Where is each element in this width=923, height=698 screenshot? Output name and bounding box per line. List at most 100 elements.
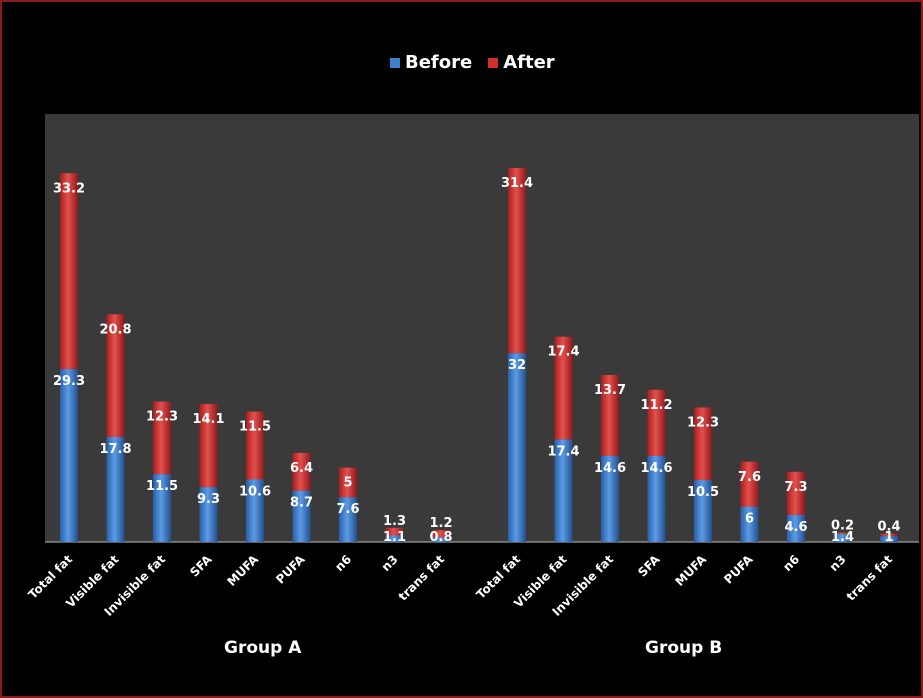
tick-label-a-total-fat: Total fat: [26, 552, 76, 602]
tick-label-b-n6: n6: [780, 552, 802, 574]
legend-swatch-after: [488, 57, 499, 68]
value-label-after-b-total-fat: 31.4: [501, 176, 533, 191]
value-label-before-b-pufa: 6: [745, 512, 754, 527]
value-label-before-b-sfa: 14.6: [640, 461, 672, 476]
bar-before-b-n6: [787, 514, 805, 542]
tick-label-a-sfa: SFA: [187, 552, 215, 580]
value-label-before-b-mufa: 10.5: [687, 485, 719, 500]
bar-after-b-total-fat: [508, 167, 526, 354]
value-label-before-a-total-fat: 29.3: [53, 374, 85, 389]
value-label-before-b-n3: 1.4: [831, 530, 854, 545]
value-label-after-b-mufa: 12.3: [687, 415, 719, 430]
bar-before-a-total-fat: [60, 369, 78, 542]
value-label-after-a-total-fat: 33.2: [53, 181, 85, 196]
tick-label-a-pufa: PUFA: [273, 552, 308, 587]
bar-before-a-n3: [385, 535, 404, 542]
value-label-after-a-n3: 1.3: [383, 514, 406, 529]
value-label-before-b-total-fat: 32: [508, 358, 526, 373]
value-label-after-a-pufa: 6.4: [290, 461, 313, 476]
bar-after-a-sfa: [199, 403, 218, 488]
bar-before-b-visible-fat: [554, 439, 573, 542]
tick-label-b-trans-fat: trans fat: [844, 552, 896, 604]
labels-layer: 29.3 33.2 17.8 20.8 11.5 12.3 9.3 14.1 10.6 11.5 8…: [53, 176, 901, 545]
bar-after-a-pufa: [292, 452, 311, 491]
value-label-after-b-trans-fat: 0.4: [877, 520, 900, 535]
tick-label-b-n3: n3: [827, 552, 849, 574]
bar-after-a-mufa: [246, 411, 264, 480]
bar-after-a-invisible-fat: [153, 401, 171, 475]
tick-label-a-trans-fat: trans fat: [396, 552, 448, 604]
bar-before-b-trans-fat: [880, 536, 898, 542]
group-label-b: Group B: [645, 638, 723, 658]
bars-layer: [60, 167, 898, 542]
value-label-after-a-trans-fat: 1.2: [429, 516, 452, 531]
legend-label-before: Before: [405, 52, 473, 73]
tick-label-a-n3: n3: [379, 552, 401, 574]
bar-after-b-sfa: [647, 389, 666, 456]
bar-after-b-n3: [833, 532, 852, 534]
value-label-before-a-mufa: 10.6: [239, 484, 271, 499]
bar-after-b-trans-fat: [880, 533, 898, 537]
bar-before-b-mufa: [694, 480, 712, 542]
bar-after-b-pufa: [740, 461, 759, 507]
bar-after-a-trans-fat: [432, 530, 450, 538]
bar-after-a-total-fat: [60, 173, 78, 370]
bar-after-b-n6: [787, 471, 805, 515]
tick-label-b-sfa: SFA: [635, 552, 663, 580]
value-label-before-a-sfa: 9.3: [197, 492, 220, 507]
bar-before-a-n6: [339, 497, 357, 542]
bar-before-a-trans-fat: [432, 537, 450, 542]
value-label-after-b-pufa: 7.6: [738, 470, 761, 485]
tick-label-b-total-fat: Total fat: [474, 552, 524, 602]
value-label-after-b-n6: 7.3: [784, 480, 807, 495]
value-label-before-a-n3: 1.1: [383, 530, 406, 545]
value-label-after-b-sfa: 11.2: [640, 398, 672, 413]
value-label-after-a-invisible-fat: 12.3: [146, 410, 178, 425]
bar-after-a-visible-fat: [106, 314, 125, 437]
value-label-before-a-trans-fat: 0.8: [429, 530, 452, 545]
value-label-before-a-pufa: 8.7: [290, 496, 313, 511]
group-label-a: Group A: [224, 638, 302, 658]
legend-item-before: Before: [390, 52, 472, 73]
bar-before-a-pufa: [292, 490, 311, 542]
bar-after-a-n6: [339, 467, 357, 498]
value-label-after-b-n3: 0.2: [831, 519, 854, 534]
value-label-after-a-visible-fat: 20.8: [99, 322, 131, 337]
value-label-before-b-invisible-fat: 14.6: [594, 461, 626, 476]
bar-before-b-pufa: [740, 506, 759, 542]
legend-swatch-before: [390, 57, 400, 68]
bar-before-a-sfa: [199, 487, 218, 542]
bar-after-a-n3: [385, 527, 404, 536]
bar-before-b-total-fat: [508, 353, 526, 542]
value-label-before-b-n6: 4.6: [784, 520, 807, 535]
value-label-before-a-n6: 7.6: [336, 502, 359, 517]
legend: Before After: [390, 52, 555, 73]
value-label-after-a-mufa: 11.5: [239, 420, 271, 435]
legend-item-after: After: [488, 52, 555, 73]
bar-after-b-invisible-fat: [601, 375, 619, 456]
bar-before-a-invisible-fat: [153, 474, 171, 542]
tick-label-b-mufa: MUFA: [672, 552, 709, 589]
bar-after-b-visible-fat: [554, 336, 573, 440]
legend-label-after: After: [503, 52, 555, 73]
value-label-before-a-invisible-fat: 11.5: [146, 479, 178, 494]
bar-before-b-invisible-fat: [601, 455, 619, 542]
tick-label-b-pufa: PUFA: [721, 552, 756, 587]
value-label-after-a-sfa: 14.1: [192, 412, 224, 427]
value-label-after-b-invisible-fat: 13.7: [594, 383, 626, 398]
tick-label-a-mufa: MUFA: [224, 552, 261, 589]
bar-after-b-mufa: [694, 407, 712, 481]
value-label-before-b-visible-fat: 17.4: [547, 444, 579, 459]
value-label-after-a-n6: 5: [343, 476, 352, 491]
value-label-before-b-trans-fat: 1: [884, 530, 893, 545]
bar-before-a-visible-fat: [106, 436, 125, 542]
bar-before-a-mufa: [246, 479, 264, 542]
bar-before-b-sfa: [647, 455, 666, 542]
value-label-after-b-visible-fat: 17.4: [547, 345, 579, 360]
bar-before-b-n3: [833, 533, 852, 542]
plot-area: [45, 114, 919, 542]
value-label-before-a-visible-fat: 17.8: [99, 442, 131, 457]
